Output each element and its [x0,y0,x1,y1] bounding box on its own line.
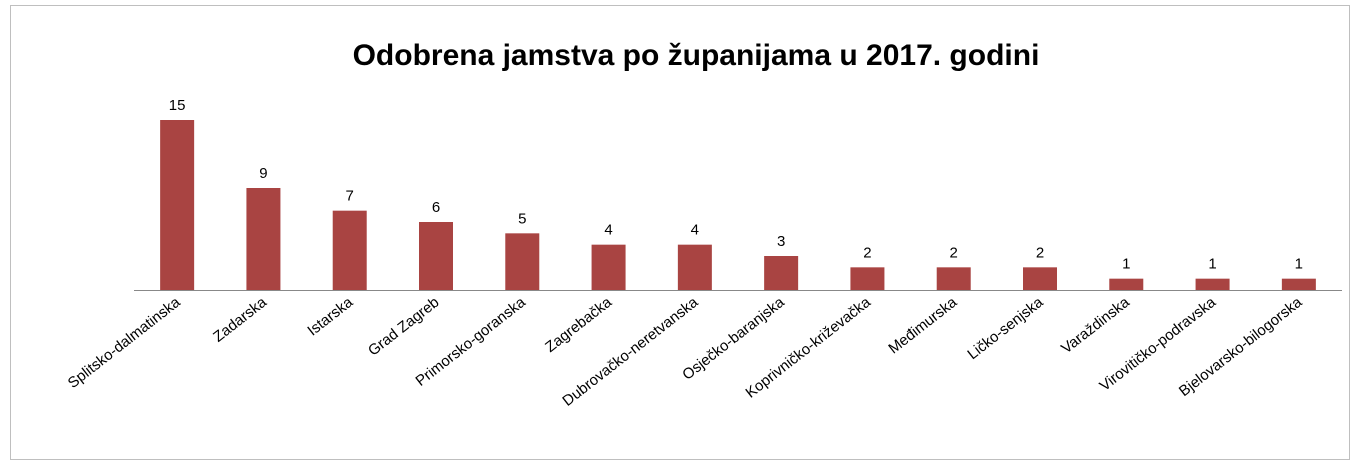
bar [1195,278,1230,290]
value-label: 15 [169,97,186,114]
bar [505,233,540,290]
bar [1109,278,1144,290]
bar [1023,267,1057,290]
bar [419,222,453,290]
value-label: 7 [346,188,354,205]
bar [850,267,885,290]
bar [677,244,712,290]
value-label: 1 [1295,256,1303,273]
value-label: 2 [950,244,958,261]
bar [332,210,367,290]
value-label: 6 [432,199,440,216]
value-label: 5 [518,210,526,227]
value-label: 3 [777,233,785,250]
value-label: 4 [691,222,699,239]
bar [1281,278,1316,290]
value-label: 1 [1208,256,1216,273]
value-label: 9 [259,165,267,182]
value-label: 2 [863,244,871,261]
bar [160,120,195,290]
chart-title: Odobrena jamstva po županijama u 2017. g… [353,39,1040,72]
bar [764,256,799,290]
value-label: 4 [604,222,612,239]
bar [936,267,971,290]
value-label: 1 [1122,256,1130,273]
chart-border [10,5,1350,460]
bar [246,188,281,290]
bar [591,244,626,290]
value-label: 2 [1036,244,1044,261]
